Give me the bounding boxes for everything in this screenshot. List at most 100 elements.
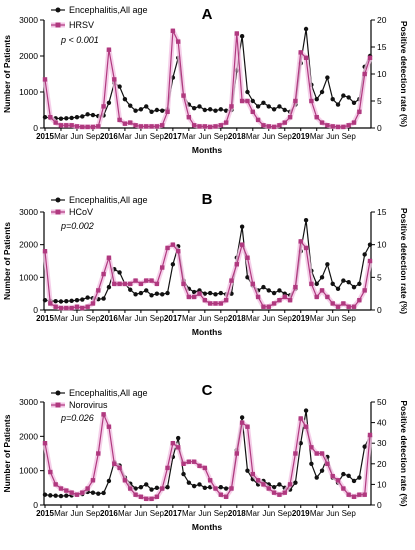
encephalitis-point (213, 292, 218, 297)
virus-point (128, 486, 133, 491)
x-tick-label: 2017 (164, 314, 182, 323)
encephalitis-point (117, 270, 122, 275)
virus-point (133, 492, 138, 497)
virus-point (48, 301, 53, 306)
virus-point (218, 492, 224, 497)
virus-point (330, 473, 335, 479)
encephalitis-point (170, 262, 176, 267)
virus-point (175, 39, 181, 44)
x-tick-label: Sep (342, 132, 357, 141)
encephalitis-point (271, 107, 277, 112)
encephalitis-point (138, 290, 144, 296)
x-tick-label: 2016 (100, 132, 118, 141)
x-tick-label: 2017 (164, 509, 182, 518)
virus-point (149, 124, 154, 129)
virus-point (218, 301, 224, 306)
virus-line-glow (42, 28, 373, 130)
encephalitis-point (138, 107, 144, 112)
virus-point (117, 117, 122, 123)
y-tick-label: 3000 (19, 207, 38, 217)
x-tick-label: Mar (118, 509, 132, 518)
encephalitis-point (149, 109, 154, 115)
encephalitis-point (106, 478, 112, 484)
encephalitis-point (64, 493, 69, 498)
encephalitis-point (314, 97, 319, 102)
y2-tick-label: 10 (377, 240, 387, 250)
virus-point (309, 445, 314, 450)
virus-point (367, 55, 373, 60)
encephalitis-point (64, 298, 69, 304)
panel-label: C (202, 382, 213, 399)
virus-point (335, 304, 341, 309)
encephalitis-point (154, 107, 160, 113)
virus-point (90, 478, 96, 483)
encephalitis-point (314, 281, 319, 287)
x-tick-label: Sep (278, 132, 293, 141)
virus-point (69, 305, 74, 311)
x-tick-label: Jun (326, 509, 339, 518)
virus-point (362, 71, 367, 77)
x-tick-label: Mar (54, 509, 68, 518)
virus-point (138, 124, 144, 129)
virus-point (351, 304, 357, 309)
x-tick-label: 2015 (36, 314, 54, 323)
x-tick-label: Jun (71, 314, 84, 323)
legend-marker-encephalitis (55, 197, 61, 203)
legend: Encephalitis,All age HCoV p=0.002 (51, 195, 148, 231)
encephalitis-point (277, 288, 282, 293)
virus-point (325, 123, 330, 128)
virus-point (144, 124, 149, 129)
encephalitis-point (175, 435, 181, 441)
x-tick-label: Sep (278, 314, 293, 323)
virus-point (335, 124, 341, 130)
virus-point (239, 242, 245, 247)
encephalitis-point (218, 290, 224, 296)
x-tick-label: Mar (310, 314, 324, 323)
encephalitis-point (154, 291, 160, 296)
virus-point (341, 486, 346, 491)
virus-point (298, 416, 303, 421)
encephalitis-point (245, 468, 250, 473)
virus-point (160, 123, 165, 128)
virus-point (74, 304, 80, 309)
legend-label-virus: HCoV (69, 207, 93, 217)
encephalitis-point (309, 461, 314, 466)
virus-point (138, 281, 144, 287)
encephalitis-point (325, 75, 330, 80)
encephalitis-point (335, 286, 341, 291)
virus-point (314, 451, 319, 456)
virus-point (154, 494, 160, 499)
virus-point (239, 98, 245, 104)
virus-point (282, 294, 287, 300)
encephalitis-point (58, 493, 64, 499)
legend-marker-virus (55, 22, 61, 28)
virus-point (138, 494, 144, 499)
encephalitis-point (261, 284, 266, 290)
y-tick-label: 3000 (19, 15, 38, 25)
x-tick-label: Mar (118, 132, 132, 141)
x-tick-label: Mar (182, 132, 196, 141)
virus-point (287, 115, 293, 120)
virus-point (309, 98, 314, 104)
virus-point (261, 304, 266, 309)
encephalitis-point (133, 292, 138, 297)
x-tick-label: Jun (134, 314, 147, 323)
virus-point (357, 298, 362, 303)
y-axis-title: Number of Patients (2, 414, 12, 492)
virus-series (42, 238, 373, 311)
x-tick-label: Mar (182, 509, 196, 518)
encephalitis-point (346, 95, 351, 100)
virus-point (298, 239, 303, 244)
virus-line (44, 30, 371, 128)
virus-point (64, 488, 69, 493)
x-tick-label: Jun (134, 132, 147, 141)
encephalitis-point (351, 284, 357, 290)
encephalitis-point (362, 444, 367, 449)
encephalitis-point (319, 89, 325, 95)
virus-point (128, 120, 133, 125)
encephalitis-point (207, 107, 213, 112)
virus-point (357, 492, 362, 497)
encephalitis-point (149, 293, 154, 298)
virus-point (149, 278, 154, 283)
encephalitis-point (64, 116, 69, 121)
